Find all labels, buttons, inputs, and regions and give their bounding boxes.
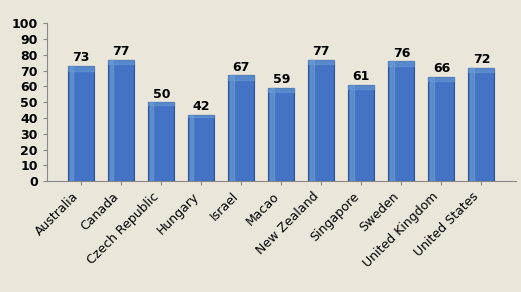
Bar bbox=[69, 66, 73, 181]
Bar bbox=[428, 77, 454, 181]
Bar bbox=[108, 60, 134, 65]
Bar bbox=[188, 115, 214, 181]
Bar bbox=[430, 77, 433, 181]
Bar bbox=[228, 75, 254, 181]
Bar bbox=[468, 67, 494, 181]
Bar bbox=[188, 115, 214, 117]
Bar bbox=[68, 66, 94, 71]
Bar bbox=[228, 75, 254, 80]
Bar bbox=[428, 77, 454, 81]
Text: 72: 72 bbox=[473, 53, 490, 66]
Text: 42: 42 bbox=[193, 100, 210, 113]
Bar bbox=[309, 60, 314, 181]
Bar bbox=[389, 61, 414, 66]
Text: 73: 73 bbox=[72, 51, 90, 64]
Bar bbox=[270, 88, 274, 181]
Bar bbox=[349, 85, 375, 181]
Text: 77: 77 bbox=[313, 45, 330, 58]
Bar bbox=[389, 61, 414, 181]
Text: 76: 76 bbox=[393, 47, 410, 60]
Bar bbox=[268, 88, 294, 92]
Bar bbox=[308, 60, 334, 181]
Bar bbox=[470, 67, 474, 181]
Bar bbox=[190, 115, 193, 181]
Text: 66: 66 bbox=[433, 62, 450, 75]
Text: 61: 61 bbox=[353, 70, 370, 83]
Bar bbox=[468, 67, 494, 72]
Bar bbox=[109, 60, 114, 181]
Bar bbox=[148, 102, 174, 105]
Text: 67: 67 bbox=[233, 61, 250, 74]
Bar bbox=[308, 60, 334, 65]
Bar bbox=[148, 102, 174, 181]
Bar bbox=[230, 75, 233, 181]
Bar bbox=[390, 61, 393, 181]
Bar bbox=[268, 88, 294, 181]
Bar bbox=[350, 85, 354, 181]
Text: 59: 59 bbox=[272, 73, 290, 86]
Text: 50: 50 bbox=[153, 88, 170, 101]
Bar bbox=[68, 66, 94, 181]
Bar bbox=[150, 102, 154, 181]
Text: 77: 77 bbox=[113, 45, 130, 58]
Bar bbox=[349, 85, 375, 89]
Bar bbox=[108, 60, 134, 181]
